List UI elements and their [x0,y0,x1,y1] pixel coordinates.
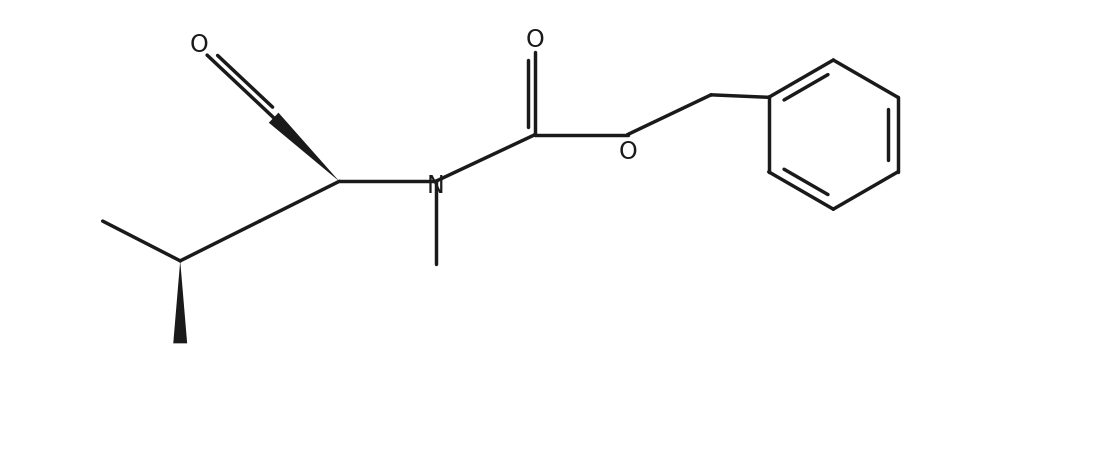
Polygon shape [173,261,187,343]
Text: O: O [618,141,637,165]
Text: O: O [526,28,544,52]
Polygon shape [269,113,339,182]
Text: O: O [190,33,208,57]
Text: N: N [426,174,444,198]
